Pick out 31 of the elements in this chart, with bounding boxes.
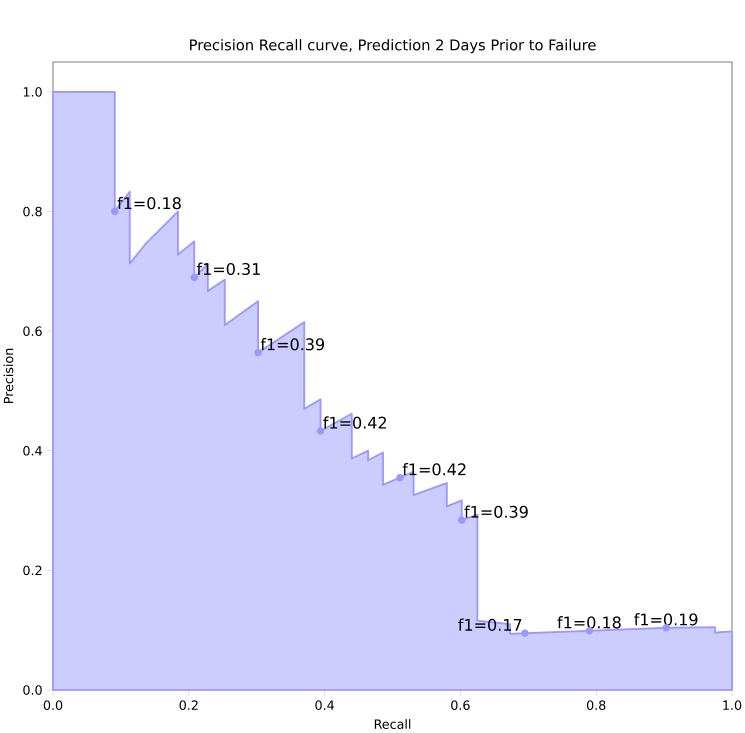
y-tick-label: 0.8 [23,206,42,216]
point [316,427,324,435]
x-tick-label: 0.0 [44,700,62,710]
data-label: f1=0.18 [117,196,181,210]
data-label: f1=0.42 [402,463,466,476]
chart-title: Precision Recall curve, Prediction 2 Days Prior to Failure [190,39,596,54]
y-tick-label: 0.6 [23,326,42,336]
data-label: f1=0.42 [323,416,386,429]
y-tick-label: 0.4 [23,446,42,456]
y-tick-label: 0.2 [23,566,42,576]
x-tick-label: 0.8 [586,700,606,710]
point [190,274,198,282]
y-axis-title: Precision [4,348,14,404]
point [111,208,119,216]
data-label: f1=0.39 [464,506,528,518]
y-tick-label: 0.0 [23,685,42,695]
data-label: f1=0.18 [557,616,621,629]
y-tick-label: 1.0 [24,87,42,97]
point [254,348,262,356]
x-tick-label: 0.2 [180,700,198,710]
data-label: f1=0.19 [634,613,698,626]
x-axis-title: Recall [374,719,410,729]
point [521,629,529,637]
point [396,474,404,482]
x-tick-label: 0.6 [451,700,470,710]
data-label: f1=0.39 [260,338,324,350]
x-tick-label: 0.4 [315,700,334,710]
point [458,516,466,524]
x-tick-label: 1.0 [723,700,742,710]
data-label: f1=0.31 [196,262,260,276]
data-label: f1=0.17 [458,618,522,631]
